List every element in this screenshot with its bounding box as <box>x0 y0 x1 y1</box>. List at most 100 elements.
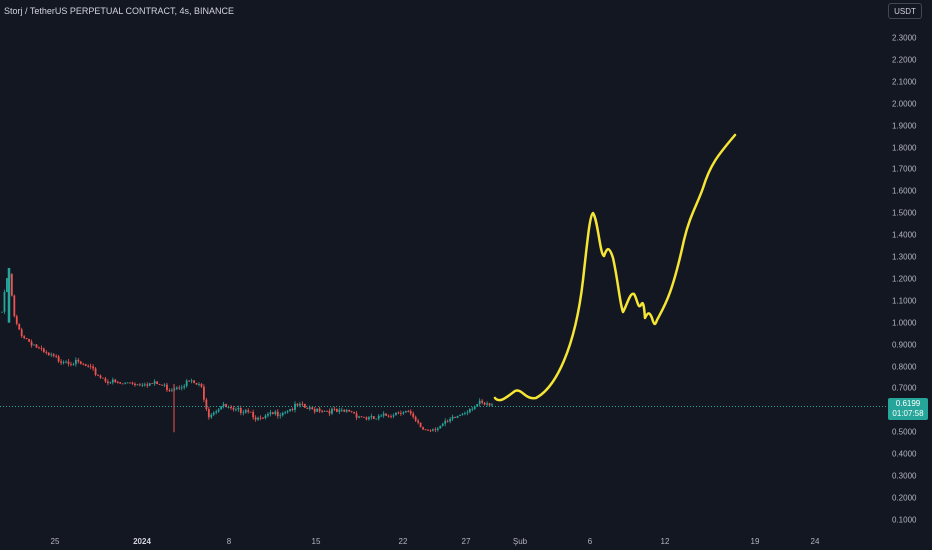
candle-body <box>163 384 166 386</box>
candle-body <box>170 389 173 391</box>
bar-countdown: 01:07:58 <box>892 409 924 418</box>
candle-body <box>77 359 80 362</box>
candle-body <box>313 409 316 412</box>
candle-body <box>422 427 424 430</box>
price-tick: 1.9000 <box>892 121 917 131</box>
candle-body <box>222 404 225 407</box>
candle-body <box>57 356 60 362</box>
candle-body <box>281 412 284 416</box>
price-tick: 0.7000 <box>892 383 917 393</box>
candle-body <box>382 413 385 416</box>
candle-body <box>451 416 454 419</box>
candle-body <box>335 408 338 412</box>
candle-body <box>102 377 104 379</box>
candle-body <box>20 329 23 337</box>
candle-body <box>23 336 26 339</box>
candle-body <box>126 382 129 384</box>
price-tick: 0.1000 <box>892 515 917 525</box>
candle-body <box>372 416 375 420</box>
candle-body <box>345 410 348 412</box>
candle-body <box>333 408 336 410</box>
candle-body <box>82 363 85 365</box>
candle-body <box>230 406 232 408</box>
candle-body <box>303 404 306 408</box>
price-tick: 0.9000 <box>892 340 917 350</box>
candle-body <box>38 347 40 349</box>
candle-body <box>348 410 351 412</box>
candle-body <box>119 382 122 384</box>
candle-body <box>84 364 87 366</box>
candle-body <box>402 412 405 414</box>
time-label: 8 <box>226 537 232 546</box>
candle-body <box>478 400 481 405</box>
candle-body <box>175 387 178 389</box>
candle-body <box>158 384 161 385</box>
time-label: 24 <box>810 537 820 546</box>
currency-button[interactable]: USDT <box>888 3 922 19</box>
candle-body <box>141 384 144 386</box>
candle-body <box>407 411 410 412</box>
time-label: 25 <box>50 537 60 546</box>
price-tick: 2.0000 <box>892 99 917 109</box>
candle-body <box>399 412 402 414</box>
candle-body <box>156 381 159 385</box>
candle-body <box>148 383 151 386</box>
candle-body <box>129 382 131 384</box>
candle-body <box>25 338 28 340</box>
last-price-badge: 0.6199 01:07:58 <box>888 398 928 420</box>
candle-body <box>65 361 67 363</box>
candle-body <box>247 410 250 412</box>
candle-body <box>365 417 368 420</box>
candle-body <box>232 407 235 410</box>
candle-body <box>94 368 97 375</box>
candle-body <box>193 380 195 383</box>
candle-body <box>446 420 449 422</box>
candle-body <box>235 409 237 411</box>
candle-body <box>35 344 38 348</box>
candle-body <box>249 411 252 413</box>
candle-body <box>188 380 191 382</box>
candle-body <box>350 411 353 413</box>
candle-body <box>316 408 319 412</box>
candle-body <box>92 366 95 369</box>
candle-body <box>291 409 294 410</box>
candle-body <box>468 409 471 413</box>
candle-body <box>459 414 461 416</box>
candle-body <box>301 403 304 405</box>
price-tick: 2.2000 <box>892 55 917 65</box>
candle-body <box>471 408 474 410</box>
candle-body <box>6 278 8 292</box>
candle-body <box>274 411 277 414</box>
candle-body <box>146 384 149 386</box>
candle-body <box>276 411 279 417</box>
candle-body <box>252 412 255 418</box>
candle-body <box>200 384 203 387</box>
candle-body <box>18 323 21 330</box>
candle-body <box>97 374 99 376</box>
price-tick: 1.3000 <box>892 252 917 262</box>
candle-body <box>380 415 383 417</box>
candle-body <box>441 423 444 426</box>
candle-body <box>225 404 227 408</box>
chart-title: Storj / TetherUS PERPETUAL CONTRACT, 4s,… <box>4 6 235 16</box>
candle-body <box>195 382 198 385</box>
candle-body <box>87 365 90 367</box>
candle-body <box>328 411 331 414</box>
candle-body <box>79 361 82 364</box>
candle-body <box>131 382 134 384</box>
candle-body <box>205 399 208 410</box>
candle-body <box>321 411 324 412</box>
candle-body <box>45 351 48 353</box>
candle-body <box>392 415 395 417</box>
candle-body <box>434 429 437 431</box>
candle-body <box>62 362 65 363</box>
candle-body <box>55 355 58 357</box>
candle-body <box>13 295 16 317</box>
candle-body <box>185 380 188 387</box>
candle-body <box>50 354 53 356</box>
candle-body <box>136 384 139 386</box>
price-tick: 1.0000 <box>892 318 917 328</box>
candle-body <box>331 408 333 414</box>
candle-body <box>286 411 289 413</box>
